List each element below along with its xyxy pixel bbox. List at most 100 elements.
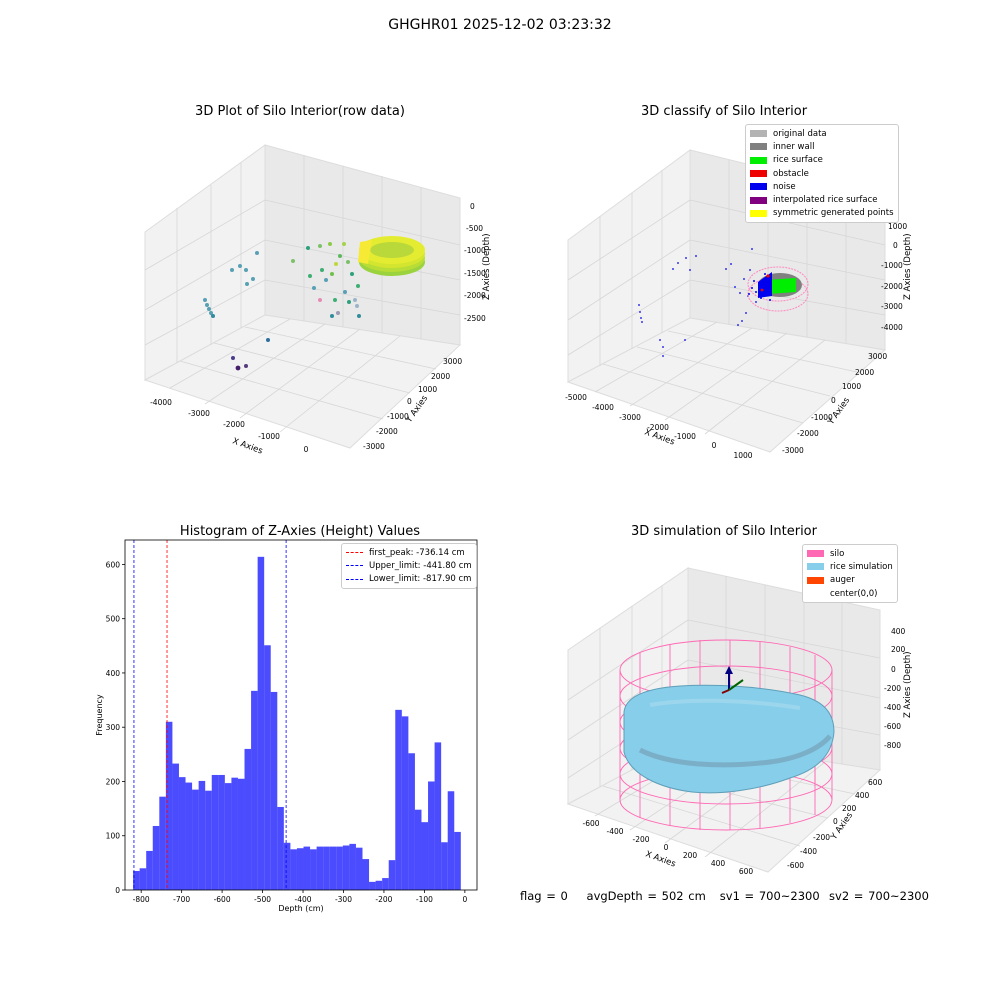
classify-ylabel: Y Axies (826, 395, 853, 427)
histogram-yticks: 0 100 200 300 400 500 600 (106, 560, 125, 895)
histogram-bar (414, 809, 422, 890)
histogram-bar (231, 777, 238, 890)
raw-yticks: 3000 2000 1000 0 -1000 -2000 -3000 (363, 357, 462, 451)
raw-xtick: -2000 (223, 420, 245, 429)
sim-ztick: -600 (884, 722, 901, 731)
histogram-bar (237, 778, 245, 890)
histogram-bar (257, 556, 265, 890)
legend-label: center(0,0) (830, 588, 878, 599)
legend-label: original data (773, 128, 827, 139)
legend-swatch (750, 170, 767, 178)
histogram-title: Histogram of Z-Axies (Height) Values (179, 524, 421, 539)
histogram-frame (124, 539, 478, 891)
classify-xtick: 1000 (733, 451, 752, 460)
histogram-bar (428, 781, 435, 890)
histogram-bar (192, 789, 199, 890)
raw-ytick: -1000 (387, 412, 409, 421)
raw-scatter-points (203, 242, 361, 371)
histogram-xtick-label: 0 (462, 895, 467, 904)
legend-entry: first_peak: -736.14 cm (346, 546, 472, 559)
histogram-bar (224, 783, 232, 890)
histogram-bar (454, 831, 461, 890)
classify-yticks: 3000 2000 1000 0 -1000 -2000 -3000 (782, 352, 887, 455)
raw-ztick: -2000 (464, 291, 486, 300)
classify-xtick: -5000 (565, 393, 587, 402)
status-footer: flag = 0 avgDepth = 502 cm sv1 = 700~2300… (520, 889, 943, 903)
legend-swatch (750, 183, 767, 191)
raw-zlabel: Z Axies (Depth) (482, 233, 492, 300)
raw-xtick: -4000 (150, 398, 172, 407)
histogram-bar (139, 868, 147, 890)
classify-plot-title: 3D classify of Silo Interior (640, 104, 808, 119)
histogram-bar (395, 709, 402, 890)
histogram-xtick-label: -300 (335, 895, 352, 904)
classify-ytick: -3000 (782, 446, 804, 455)
histogram-bars (133, 556, 461, 890)
legend-label: interpolated rice surface (773, 195, 878, 206)
legend-label: rice surface (773, 155, 823, 166)
histogram-bar (369, 881, 376, 890)
histogram-xticks: -800 -700 -600 -500 -400 -300 -200 -100 0 (133, 890, 467, 904)
classify-pane-floor (566, 317, 887, 453)
histogram-xtick-label: -100 (416, 895, 433, 904)
sim-xtick: 200 (683, 851, 698, 860)
legend-swatch (346, 552, 363, 554)
sim-ytick: -200 (813, 833, 830, 842)
classify-ztick: -2000 (881, 282, 903, 291)
raw-ytick: -2000 (376, 427, 398, 436)
legend-label: noise (773, 181, 796, 192)
legend-swatch (346, 578, 363, 580)
histogram-bar (277, 806, 284, 890)
center-axes-marker (721, 666, 744, 694)
legend-entry: auger (807, 574, 893, 587)
sim-xtick: 400 (711, 859, 726, 868)
classify-noise-points (638, 248, 763, 357)
histogram-bar (146, 850, 153, 890)
legend-entry: noise (750, 180, 894, 193)
classify-ztick: 0 (893, 241, 898, 250)
histogram-bar (152, 825, 160, 890)
histogram-bar (434, 742, 442, 890)
legend-entry: Upper_limit: -441.80 cm (346, 559, 472, 572)
sim-xtick: -200 (632, 835, 649, 844)
sim-ztick: 400 (891, 627, 906, 636)
legend-swatch (750, 130, 767, 138)
figure-title: GHGHR01 2025-12-02 03:23:32 (388, 17, 612, 33)
classify-ztick: -3000 (881, 302, 903, 311)
sim-yticks: 600 400 200 0 -200 -400 -600 (787, 778, 883, 870)
histogram-bar (401, 716, 409, 890)
histogram-ytick-label: 100 (106, 832, 121, 841)
histogram-bar (185, 782, 193, 890)
histogram-legend: first_peak: -736.14 cm Upper_limit: -441.… (341, 543, 477, 589)
legend-swatch (750, 156, 767, 164)
classify-ytick: 2000 (855, 368, 874, 377)
sim-ztick: 0 (891, 665, 896, 674)
raw-ring-surface (358, 236, 425, 276)
histogram-bar (296, 848, 304, 890)
raw-ytick: 0 (407, 397, 412, 406)
histogram-bar (336, 846, 343, 890)
sv2-status: sv2 = 700~2300 (829, 889, 929, 903)
histogram-bar (283, 842, 291, 890)
raw-ytick: -3000 (363, 442, 385, 451)
classify-xtick: -4000 (592, 403, 614, 412)
raw-xtick: -1000 (258, 432, 280, 441)
legend-entry: Lower_limit: -817.90 cm (346, 573, 472, 586)
sim-ytick: 0 (833, 817, 838, 826)
classify-xtick: -1000 (674, 432, 696, 441)
sim-ztick: 200 (891, 645, 906, 654)
legend-label: Lower_limit: -817.90 cm (369, 574, 472, 585)
histogram-ytick-label: 200 (106, 777, 121, 786)
flag-status: flag = 0 (520, 889, 568, 903)
histogram-bar (165, 721, 173, 890)
classify-ztick: -1000 (881, 261, 903, 270)
histogram-bar (441, 842, 448, 890)
classify-ztick: 1000 (888, 222, 907, 231)
legend-entry: rice simulation (807, 560, 893, 573)
histogram-bar (198, 780, 206, 890)
raw-pane-floor (143, 314, 462, 449)
histogram-bar (408, 753, 415, 890)
classify-ytick: -2000 (797, 429, 819, 438)
legend-label: rice simulation (830, 561, 893, 572)
legend-label: symmetric generated points (773, 208, 894, 219)
